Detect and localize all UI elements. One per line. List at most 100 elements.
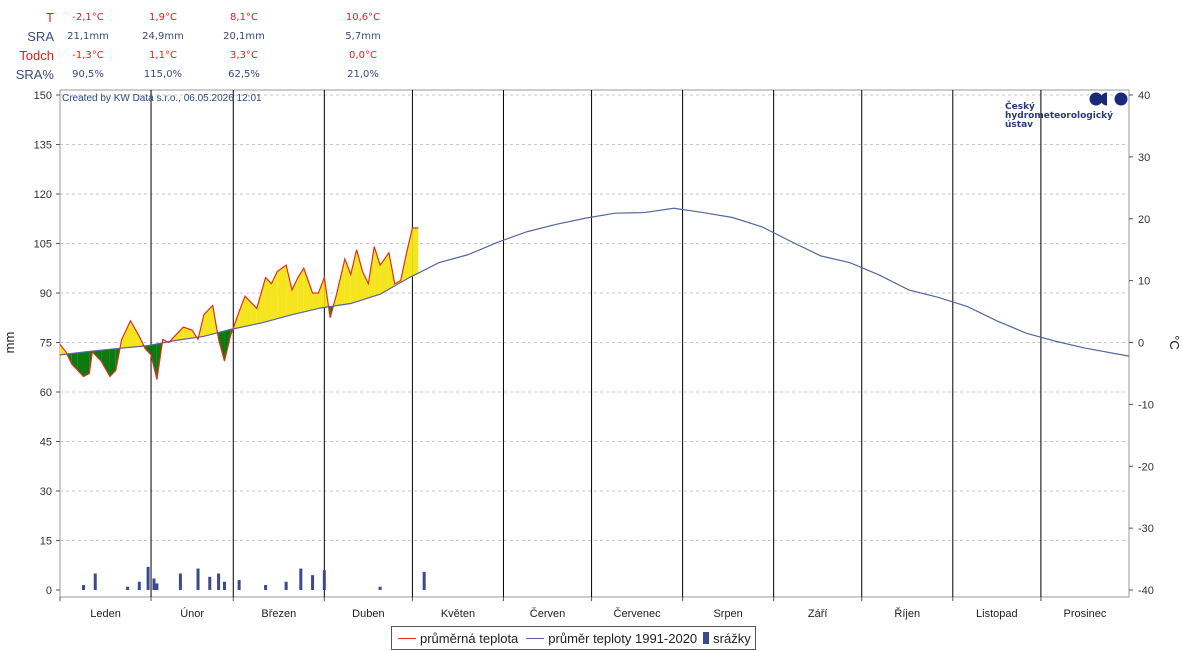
left-tick-label: 135 [34,140,52,152]
right-tick-label: 40 [1138,90,1150,102]
anomaly-below [151,343,157,380]
anomaly-above [271,271,278,321]
anomaly-above [297,268,304,314]
stats-row-label: SRA [27,29,54,44]
anomaly-below [83,351,90,377]
normal-temp-line [59,207,1130,357]
month-label: Květen [441,608,475,620]
month-label: Leden [90,608,121,620]
stats-row-label: T [46,10,54,25]
precip-bar [284,581,288,590]
anomaly-below [77,352,84,377]
precip-bar [178,573,182,590]
right-tick-label: 20 [1138,214,1150,226]
logo-line-1: Český [1005,102,1035,112]
left-tick-label: 150 [34,90,52,102]
month-label: Červen [530,607,565,620]
left-tick-label: 30 [40,486,52,498]
chmi-logo-text: Český hydrometeorologický ústav [1005,103,1113,130]
legend-precip: srážky [697,631,751,646]
precip-bar [299,568,303,590]
stats-value: 5,7mm [345,31,381,42]
anomaly-above [350,249,357,304]
right-tick-label: -20 [1138,461,1154,473]
anomaly-above [250,302,257,326]
right-tick-label: 30 [1138,152,1150,164]
right-tick-label: -40 [1138,585,1154,597]
stats-row-label: Todch [19,48,54,63]
plot-frame [59,89,1130,598]
precip-bar [378,586,382,590]
mean-temp-line [59,227,419,380]
legend-normal: průměr teploty 1991-2020 [524,631,697,646]
precip-bar [81,585,85,590]
stats-value: 24,9mm [142,31,184,42]
left-tick-label: 0 [46,585,52,597]
precip-bar [264,585,268,590]
anomaly-above [380,252,389,295]
anomaly-above [303,268,313,312]
stats-value: 10,6°C [345,12,381,23]
stats-value: 90,5% [72,69,104,80]
precip-bar [155,583,159,590]
anomaly-above [245,296,251,327]
right-tick-label: 10 [1138,276,1150,288]
anomaly-above [286,265,293,317]
precip-bar [146,566,150,590]
anomaly-above [344,258,351,305]
month-label: Prosinec [1064,608,1107,620]
anomaly-below [71,352,78,371]
stats-value: 3,3°C [230,50,258,61]
chart-legend: průměrná teplota průměr teploty 1991-202… [391,626,756,650]
month-label: Listopad [976,608,1018,620]
chmi-logo-icon [1089,92,1128,106]
anomaly-above [277,265,287,319]
anomaly-above [412,228,419,277]
precip-bar [93,573,97,590]
left-tick-label: 90 [40,288,52,300]
left-tick-label: 75 [40,338,52,350]
right-tick-label: 0 [1138,338,1144,350]
precip-bar [208,576,212,590]
anomaly-above [312,293,319,310]
anomaly-above [239,296,246,328]
stats-value: 0,0°C [349,50,377,61]
precip-bar [217,573,221,590]
anomaly-above [362,271,369,300]
chmi-logo: Český hydrometeorologický ústav [1005,92,1130,142]
precip-bar [237,580,241,590]
stats-value: 8,1°C [230,12,258,23]
precip-bar [322,570,326,590]
stats-value: -2,1°C [72,12,104,23]
precip-bar [126,586,130,590]
stats-value: 21,1mm [67,31,109,42]
right-tick-label: -10 [1138,399,1154,411]
stats-value: 20,1mm [223,31,265,42]
right-tick-label: -30 [1138,523,1154,535]
stats-value: 1,1°C [149,50,177,61]
anomaly-below [145,345,152,355]
stats-row-label: SRA% [15,67,54,82]
month-label: Říjen [894,607,920,620]
anomaly-above [265,277,272,322]
left-tick-label: 45 [40,437,52,449]
anomaly-below [109,348,116,377]
anomaly-above [130,320,140,348]
left-tick-label: 15 [40,536,52,548]
y-axis-title-left: mm [2,332,17,354]
anomaly-below [101,349,110,377]
stats-table: T -2,1°C 1,9°C 8,1°C 10,6°C SRA 21,1mm 24,9mm 20… [0,0,420,90]
stats-value: 1,9°C [149,12,177,23]
stats-value: 115,0% [143,69,183,80]
stats-row: SRA 21,1mm 24,9mm 20,1mm 5,7mm [0,29,420,47]
anomaly-above [177,327,184,341]
month-label: Únor [180,607,204,620]
y-axis-title-right: °C [1167,335,1182,350]
logo-line-2: hydrometeorologický [1005,111,1114,121]
month-label: Březen [261,608,296,620]
left-tick-label: 120 [34,189,52,201]
anomaly-above [121,320,131,349]
anomaly-above [406,228,413,280]
precip-bar [222,581,226,590]
